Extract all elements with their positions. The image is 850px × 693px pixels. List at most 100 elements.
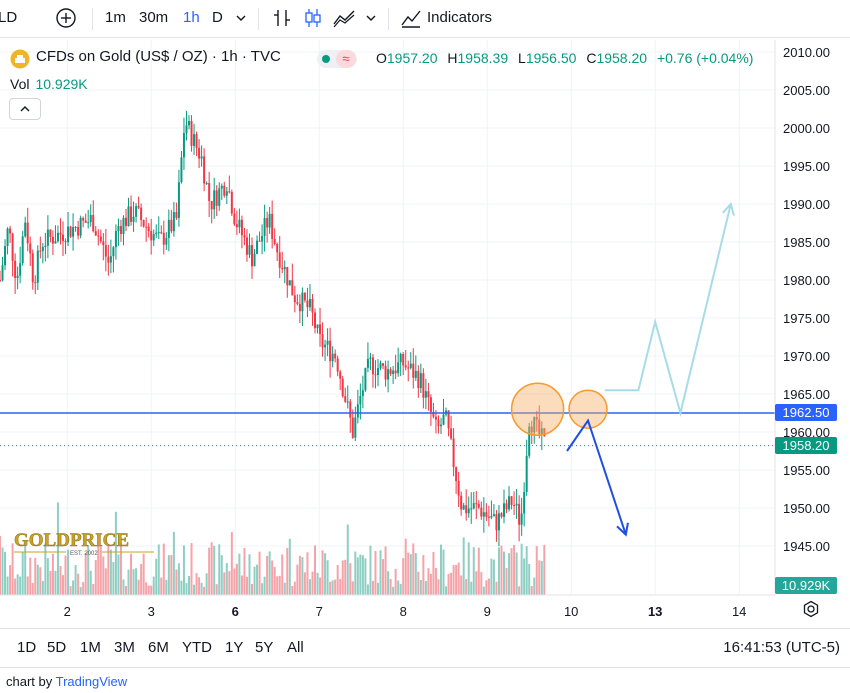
volume-bar [258, 551, 261, 595]
volume-bar [147, 585, 150, 595]
volume-bar [311, 571, 314, 595]
candle-body [130, 206, 133, 222]
volume-bar [208, 547, 211, 595]
candle-body [382, 363, 385, 366]
volume-bar [245, 576, 248, 595]
volume-bar [135, 568, 138, 595]
candle-body [392, 370, 395, 375]
range-1y[interactable]: 1Y [225, 639, 244, 656]
add-symbol-icon[interactable] [55, 7, 77, 29]
range-5y[interactable]: 5Y [255, 639, 274, 656]
volume-bar [364, 558, 367, 595]
volume-bar [394, 568, 397, 595]
volume-bar [510, 548, 513, 595]
collapse-legend-button[interactable] [9, 98, 41, 120]
candle-body [414, 370, 417, 378]
range-1m[interactable]: 1M [80, 639, 101, 656]
candle-body [165, 237, 168, 245]
candle-body [102, 241, 105, 246]
range-6m[interactable]: 6M [148, 639, 169, 656]
candle-body [64, 241, 67, 243]
candle-body [472, 503, 475, 509]
volume-bar [359, 554, 362, 595]
symbol-name[interactable]: LD [0, 9, 18, 26]
candle-body [175, 212, 178, 218]
price-chart[interactable]: 1945.00 1950.00 1955.00 1960.00 1965.00 1970.… [0, 0, 850, 628]
ohlc-high: 1958.39 [457, 50, 509, 66]
candle-body [462, 505, 465, 510]
candle-body [540, 428, 543, 435]
candle-body [412, 363, 415, 378]
indicators-icon[interactable] [400, 7, 422, 29]
bar-chart-icon[interactable] [271, 7, 293, 29]
interval-1h[interactable]: 1h [183, 9, 200, 26]
volume-bar [291, 585, 294, 595]
volume-legend: Vol 10.929K [10, 76, 88, 92]
volume-bar [261, 583, 264, 595]
candle-body [291, 280, 294, 296]
chevron-down-icon[interactable] [366, 14, 376, 22]
volume-bar [339, 579, 342, 595]
ohlc-change: +0.76 (+0.04%) [656, 50, 754, 66]
chevron-down-icon[interactable] [236, 14, 246, 22]
volume-bar [344, 559, 347, 595]
candlestick-icon[interactable] [302, 7, 324, 29]
attribution[interactable]: chart by TradingView [6, 674, 128, 689]
interval-d[interactable]: D [212, 9, 223, 26]
candle-body [79, 217, 82, 236]
volume-bar [319, 577, 322, 595]
y-tick-label: 1945.00 [783, 539, 830, 554]
candle-body [119, 225, 122, 234]
volume-bar [162, 543, 165, 595]
candle-body [344, 396, 347, 402]
candle-body [263, 218, 266, 237]
volume-bar [298, 555, 301, 595]
vol-value: 10.929K [35, 76, 88, 92]
volume-bar [223, 572, 226, 595]
interval-30m[interactable]: 30m [139, 9, 169, 26]
volume-bar [218, 544, 221, 595]
candle-body [132, 216, 135, 222]
candle-body [490, 516, 493, 518]
volume-bar [24, 545, 27, 595]
candle-body [238, 219, 241, 228]
volume-bar [119, 542, 122, 595]
candle-body [407, 367, 410, 369]
candle-body [349, 401, 352, 418]
candle-body [397, 362, 400, 374]
volume-bar [107, 545, 110, 595]
area-chart-icon[interactable] [332, 7, 356, 29]
candle-body [455, 467, 458, 482]
range-5d[interactable]: 5D [47, 639, 67, 656]
volume-bar [64, 555, 67, 595]
goldprice-logo: GOLDPRICE EST. 2002 [14, 529, 156, 564]
volume-bar [351, 581, 354, 595]
range-all[interactable]: All [287, 639, 304, 656]
candle-body [107, 256, 110, 263]
candle-body [213, 190, 216, 210]
candle-body [9, 228, 12, 234]
interval-1m[interactable]: 1m [105, 9, 126, 26]
candle-body [0, 280, 1, 281]
range-ytd[interactable]: YTD [182, 639, 212, 656]
range-3m[interactable]: 3M [114, 639, 135, 656]
volume-bar [233, 568, 236, 595]
candle-body [49, 229, 52, 237]
x-tick-label: 14 [732, 604, 746, 619]
volume-bar [1, 547, 4, 595]
vol-label: Vol [10, 76, 30, 92]
volume-bar [160, 577, 163, 595]
candle-body [384, 365, 387, 380]
volume-bar [341, 560, 344, 595]
candle-body [125, 217, 127, 227]
volume-bar [225, 563, 228, 595]
candle-body [26, 222, 29, 244]
x-tick-label: 6 [232, 604, 239, 619]
ohlc-close: 1958.20 [596, 50, 648, 66]
volume-bar [460, 575, 463, 595]
indicators-button[interactable]: Indicators [427, 9, 493, 26]
clock-timezone[interactable]: 16:41:53 (UTC-5) [723, 639, 840, 656]
candle-body [54, 241, 57, 244]
range-1d[interactable]: 1D [17, 639, 37, 656]
gear-icon[interactable] [802, 600, 820, 618]
